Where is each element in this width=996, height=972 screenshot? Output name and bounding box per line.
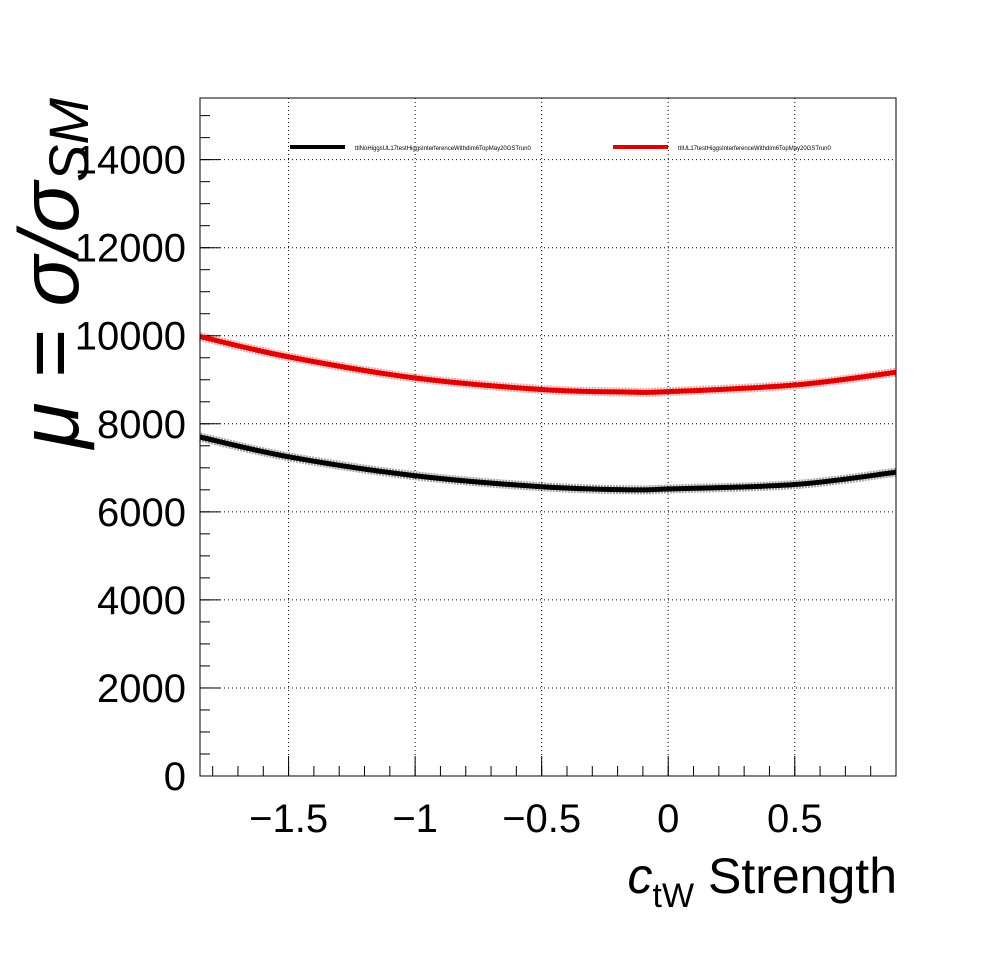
legend-label-black: ttlNoHiggsUL17testHiggsInterferenceWithd… (355, 146, 532, 152)
series-band-0 (199, 432, 897, 495)
x-axis-subscript: tW (653, 877, 695, 915)
y-tick-labels: 0 2000 4000 6000 8000 10000 12000 14000 (75, 139, 186, 799)
y-tick-label: 12000 (75, 227, 186, 271)
plot-frame (199, 97, 897, 777)
x-tick-label: −1 (392, 797, 438, 841)
y-axis-subscript: SM (37, 98, 100, 182)
x-tick-label: 0.5 (767, 797, 823, 841)
y-tick-label: 14000 (75, 139, 186, 183)
y-tick-label: 0 (164, 755, 186, 799)
x-tick-labels: −1.5 −1 −0.5 0 0.5 (249, 797, 822, 841)
y-tick-label: 10000 (75, 315, 186, 359)
series-line-0 (199, 434, 897, 493)
x-axis-title: ctW Strength (628, 848, 897, 915)
x-tick-label: 0 (657, 797, 679, 841)
y-tick-label: 4000 (97, 579, 186, 623)
y-tick-label: 8000 (97, 403, 186, 447)
legend-label-red: ttlUL17testHiggsInterferenceWithdim6TopM… (678, 146, 832, 152)
x-tick-label: −0.5 (502, 797, 581, 841)
y-tick-label: 6000 (97, 491, 186, 535)
legend: ttlNoHiggsUL17testHiggsInterferenceWithd… (290, 145, 832, 152)
x-axis-suffix: Strength (694, 848, 897, 904)
y-axis-main: μ = σ/σ (2, 179, 96, 451)
x-tick-label: −1.5 (249, 797, 328, 841)
minor-ticks (200, 115, 872, 777)
x-axis-symbol: c (628, 848, 653, 904)
y-tick-label: 2000 (97, 667, 186, 711)
y-axis-title: μ = σ/σSM (2, 98, 100, 451)
series-line-1 (199, 334, 897, 395)
series-layer (198, 332, 897, 495)
grid-lines (200, 98, 896, 777)
